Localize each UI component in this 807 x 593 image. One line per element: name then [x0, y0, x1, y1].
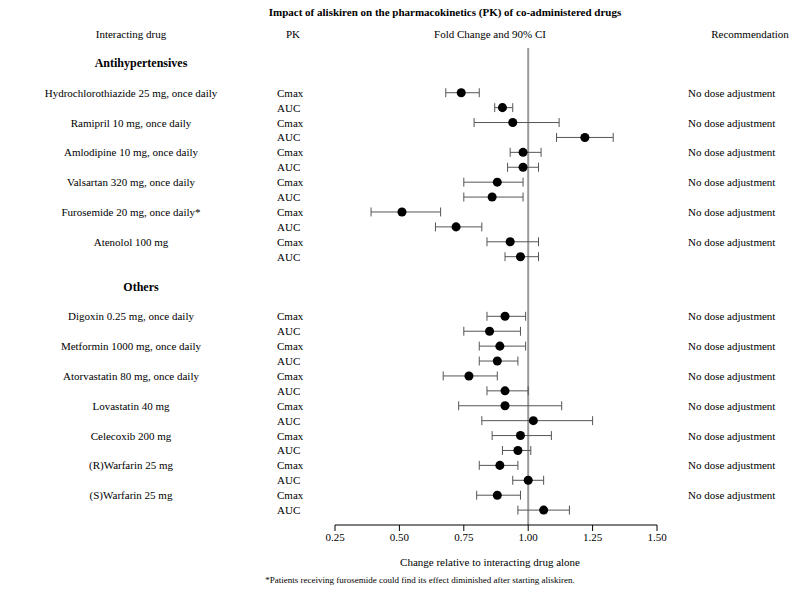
html-text:AUC: AUC: [277, 250, 301, 263]
html-text:Cmax: Cmax: [277, 86, 304, 99]
html-text:AUC: AUC: [277, 444, 301, 456]
svg-text:1.00: 1.00: [519, 531, 539, 543]
html-text:Amlodipine 10 mg, once daily: Amlodipine 10 mg, once daily: [63, 145, 199, 158]
html-text:Atenolol 100 mg: Atenolol 100 mg: [93, 235, 169, 248]
html-text:No dose adjustment: No dose adjustment: [688, 488, 776, 501]
html-text:No dose adjustment: No dose adjustment: [688, 339, 776, 352]
html-text:No dose adjustment: No dose adjustment: [688, 458, 776, 471]
html-text:Valsartan 320 mg, once daily: Valsartan 320 mg, once daily: [67, 175, 195, 188]
html-text:Antihypertensives: Antihypertensives: [94, 55, 188, 70]
html-text:AUC: AUC: [277, 160, 301, 173]
html-text:No dose adjustment: No dose adjustment: [688, 175, 776, 188]
html-text:(S)Warfarin 25 mg: (S)Warfarin 25 mg: [89, 488, 173, 501]
html-text:No dose adjustment: No dose adjustment: [688, 235, 776, 248]
html-text:Change relative to interacting: Change relative to interacting drug alon…: [400, 555, 580, 568]
html-text:Cmax: Cmax: [277, 339, 304, 352]
html-text:AUC: AUC: [277, 414, 301, 427]
svg-text:0.25: 0.25: [325, 531, 345, 543]
html-text:Interacting drug: Interacting drug: [95, 27, 167, 40]
svg-text:0.50: 0.50: [390, 531, 410, 543]
html-text:Digoxin 0.25 mg, once daily: Digoxin 0.25 mg, once daily: [68, 309, 194, 322]
html-text:Lovastatin 40 mg: Lovastatin 40 mg: [92, 399, 170, 412]
html-text:AUC: AUC: [277, 503, 301, 516]
html-text:*Patients receiving furosemide: *Patients receiving furosemide could fin…: [265, 574, 575, 585]
html-text:No dose adjustment: No dose adjustment: [688, 145, 776, 158]
html-text:Cmax: Cmax: [277, 309, 304, 322]
html-text:PK: PK: [286, 27, 300, 40]
html-text:(R)Warfarin 25 mg: (R)Warfarin 25 mg: [89, 458, 173, 471]
html-text:AUC: AUC: [277, 101, 301, 114]
html-text:Cmax: Cmax: [277, 205, 304, 218]
html-text:No dose adjustment: No dose adjustment: [688, 369, 776, 382]
html-text:No dose adjustment: No dose adjustment: [688, 309, 776, 322]
html-text:Ramipril 10 mg, once daily: Ramipril 10 mg, once daily: [70, 116, 192, 128]
html-text:AUC: AUC: [277, 220, 301, 233]
html-text:No dose adjustment: No dose adjustment: [688, 86, 776, 99]
svg-text:1.25: 1.25: [583, 531, 603, 543]
html-text:No dose adjustment: No dose adjustment: [688, 399, 776, 412]
html-text:Celecoxib 200 mg: Celecoxib 200 mg: [90, 429, 172, 442]
html-text:Cmax: Cmax: [277, 369, 304, 382]
html-text:No dose adjustment: No dose adjustment: [688, 116, 776, 128]
html-text:AUC: AUC: [277, 354, 301, 367]
html-text:Hydrochlorothiazide 25 mg, onc: Hydrochlorothiazide 25 mg, once daily: [44, 86, 218, 99]
html-text:Atorvastatin 80 mg, once daily: Atorvastatin 80 mg, once daily: [63, 369, 199, 382]
html-text:Fold Change and 90% CI: Fold Change and 90% CI: [434, 27, 546, 40]
html-text:Cmax: Cmax: [277, 399, 304, 412]
html-text:AUC: AUC: [277, 130, 301, 143]
html-text:No dose adjustment: No dose adjustment: [688, 429, 776, 442]
html-text:AUC: AUC: [277, 384, 301, 397]
html-text:Metformin 1000 mg, once daily: Metformin 1000 mg, once daily: [60, 339, 202, 352]
html-text:AUC: AUC: [277, 190, 301, 203]
html-text:No dose adjustment: No dose adjustment: [688, 205, 776, 218]
html-text:AUC: AUC: [277, 324, 301, 337]
html-text:Cmax: Cmax: [277, 116, 304, 128]
html-text:Cmax: Cmax: [277, 235, 304, 248]
html-text:Cmax: Cmax: [277, 429, 304, 442]
svg-text:0.75: 0.75: [454, 531, 474, 543]
html-text:Cmax: Cmax: [277, 145, 304, 158]
html-text:Cmax: Cmax: [277, 175, 304, 188]
html-text:Others: Others: [123, 279, 159, 294]
html-text:Recommendation: Recommendation: [711, 27, 789, 40]
svg-text:1.50: 1.50: [647, 531, 667, 543]
html-text:Impact of aliskiren on the pha: Impact of aliskiren on the pharmacokinet…: [268, 5, 622, 18]
html-text:AUC: AUC: [277, 473, 301, 486]
html-text:Cmax: Cmax: [277, 488, 304, 501]
html-text:Cmax: Cmax: [277, 458, 304, 471]
html-text:Furosemide 20 mg, once daily*: Furosemide 20 mg, once daily*: [61, 205, 201, 218]
